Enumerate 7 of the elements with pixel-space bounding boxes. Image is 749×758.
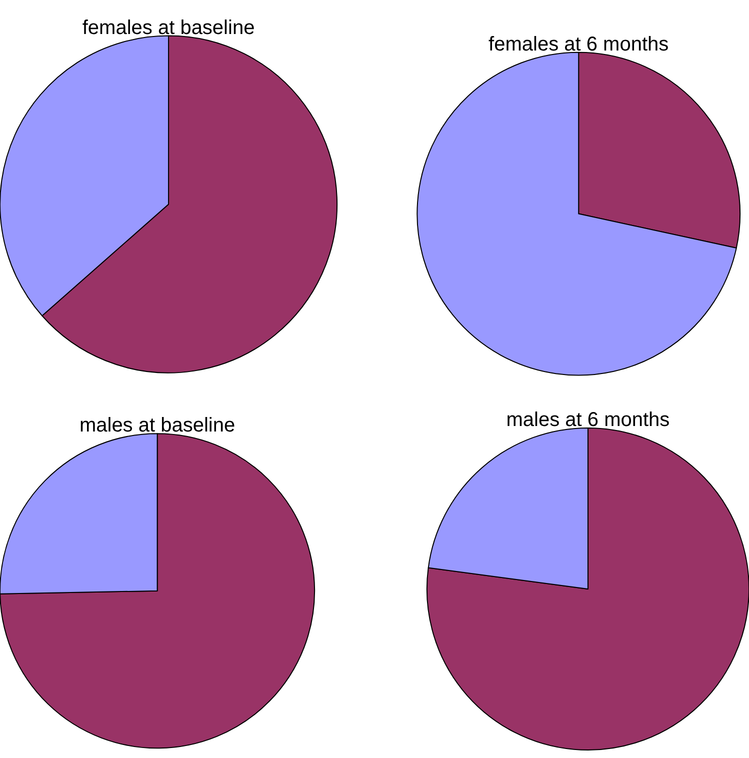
chart-title: males at 6 months bbox=[506, 408, 670, 431]
chart-title: females at 6 months bbox=[488, 33, 669, 56]
pie-slice bbox=[426, 427, 749, 750]
pie-slice bbox=[416, 52, 737, 376]
chart-title: females at baseline bbox=[82, 16, 255, 39]
pie-slice bbox=[0, 433, 315, 749]
chart-title: males at baseline bbox=[79, 414, 236, 437]
